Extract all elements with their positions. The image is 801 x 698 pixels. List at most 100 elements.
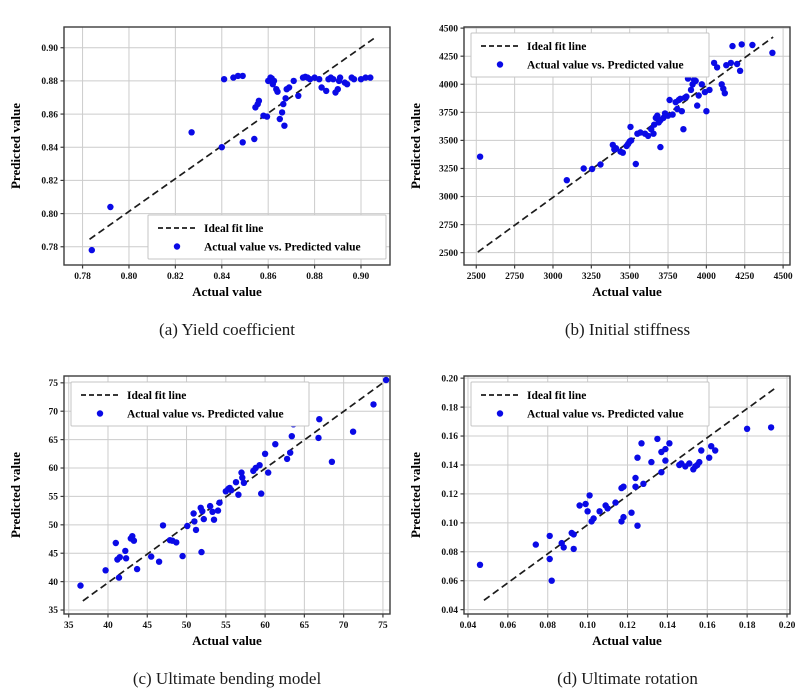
data-point [218, 144, 225, 151]
data-point [596, 508, 603, 515]
x-tick-label: 55 [221, 621, 231, 631]
data-point [88, 246, 96, 254]
data-point [727, 59, 735, 67]
y-tick-label: 65 [49, 436, 59, 446]
y-tick-label: 3250 [439, 165, 458, 175]
data-point [122, 555, 130, 562]
legend-item-label: Actual value vs. Predicted value [204, 242, 361, 254]
data-point [627, 123, 634, 131]
data-point [586, 492, 593, 499]
data-point [362, 74, 369, 81]
data-point [666, 440, 673, 447]
data-point [188, 129, 195, 136]
subplot-c-caption: (c) Ultimate bending model [132, 669, 322, 688]
y-tick-label: 0.18 [441, 403, 458, 413]
data-point [191, 518, 198, 525]
data-point [658, 469, 665, 476]
legend-box [70, 381, 310, 427]
x-tick-label: 75 [378, 621, 388, 631]
data-point [712, 447, 719, 454]
legend-dot-sample [496, 61, 504, 68]
x-tick-label: 0.90 [353, 272, 370, 282]
data-point [694, 102, 701, 109]
y-tick-label: 0.90 [41, 44, 58, 54]
data-point [687, 86, 695, 94]
data-point [743, 425, 751, 432]
plot-spines [63, 375, 391, 615]
data-point [270, 77, 278, 85]
data-point [112, 539, 120, 547]
data-point [315, 434, 322, 442]
data-point [733, 60, 741, 68]
data-point [198, 548, 205, 556]
x-tick-label: 70 [339, 621, 349, 631]
data-point [155, 558, 163, 565]
data-point [258, 490, 265, 497]
data-point [698, 447, 705, 454]
data-point [708, 443, 715, 450]
y-tick-label: 3750 [439, 109, 458, 119]
x-tick-label: 0.20 [779, 621, 796, 631]
legend-item-label: Actual value vs. Predicted value [527, 60, 684, 72]
x-tick-label: 0.88 [306, 272, 323, 282]
y-tick-label: 0.20 [441, 374, 458, 384]
x-tick-label: 0.04 [460, 621, 477, 631]
subplot-d: 0.04 0.06 0.08 0.10 0.12 0.14 0.16 0.18 0.20 0.04… [400, 349, 801, 698]
data-point [159, 522, 167, 529]
x-tick-label: 40 [103, 621, 113, 631]
data-point [706, 86, 713, 94]
data-point [130, 537, 138, 544]
legend-item-label: Ideal fit line [204, 223, 263, 235]
subplot-b: 2500 2750 3000 3250 3500 3750 4000 4250 4500 2500… [400, 0, 801, 349]
data-point [546, 532, 553, 540]
x-tick-label: 4500 [774, 272, 793, 282]
data-point [251, 135, 258, 143]
y-tick-label: 0.88 [41, 77, 58, 87]
x-tick-label: 0.80 [121, 272, 138, 282]
scatter-chart-yield-coefficient: 0.78 0.80 0.82 0.84 0.86 0.88 0.90 0.78 0.80 0.82… [8, 26, 391, 299]
data-point [330, 76, 337, 83]
data-point [638, 440, 645, 447]
legend-item-label: Actual value vs. Predicted value [127, 409, 284, 421]
y-tick-label: 0.80 [41, 210, 58, 220]
y-tick-label: 70 [49, 407, 59, 417]
data-point [370, 401, 377, 408]
data-point [644, 132, 652, 140]
y-tick-label: 2500 [439, 249, 458, 259]
data-point [749, 41, 756, 49]
subplot-a-caption: (a) Yield coefficient [159, 320, 295, 339]
y-tick-label: 75 [49, 379, 59, 389]
data-point [210, 516, 218, 523]
scatter-chart-ultimate-rotation: 0.04 0.06 0.08 0.10 0.12 0.14 0.16 0.18 0.20 0.04… [408, 374, 796, 648]
y-tick-label: 3500 [439, 137, 458, 147]
data-point [206, 502, 214, 510]
data-point [648, 458, 655, 466]
data-point [654, 435, 661, 443]
data-point [654, 112, 661, 119]
data-point [532, 541, 539, 548]
data-point [580, 165, 587, 172]
x-tick-label: 0.06 [500, 621, 517, 631]
data-point [214, 507, 222, 514]
data-point [588, 165, 596, 173]
data-point [179, 552, 186, 560]
x-tick-label: 0.82 [167, 272, 184, 282]
x-tick-label: 3250 [582, 272, 601, 282]
data-point [632, 160, 639, 168]
data-point [238, 469, 245, 476]
x-tick-label: 0.86 [260, 272, 277, 282]
data-point [281, 122, 288, 129]
data-point [576, 502, 583, 509]
data-point [190, 510, 197, 517]
data-point [678, 108, 685, 115]
data-point [295, 92, 302, 100]
data-point [184, 522, 191, 530]
data-point [288, 433, 295, 440]
y-tick-label: 4250 [439, 52, 458, 62]
data-point [239, 139, 246, 146]
x-tick-label: 0.08 [539, 621, 556, 631]
data-point [476, 561, 484, 568]
data-point [698, 81, 705, 88]
data-point [686, 460, 693, 467]
